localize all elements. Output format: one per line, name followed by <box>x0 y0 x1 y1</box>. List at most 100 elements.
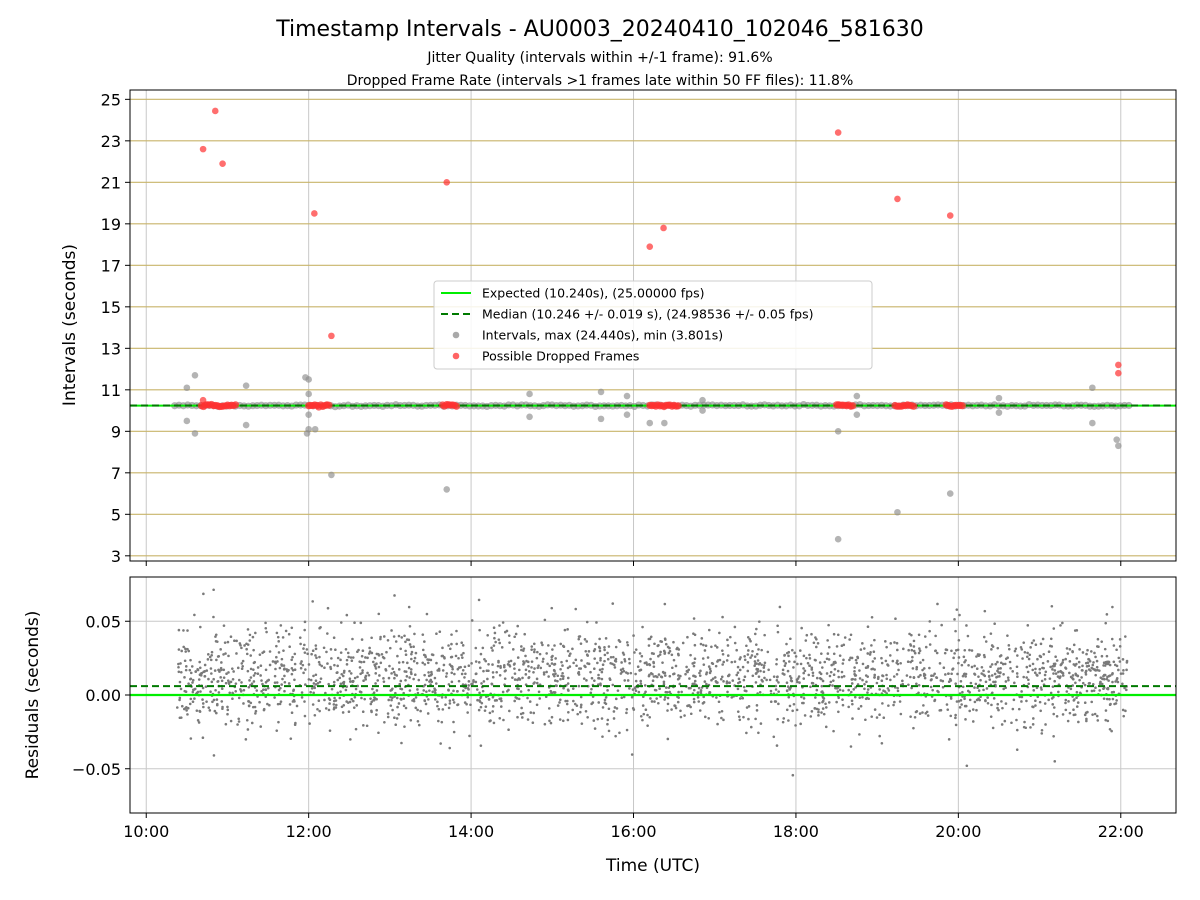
residual-point <box>963 660 966 664</box>
residual-point <box>474 672 478 676</box>
residual-point <box>1029 726 1032 729</box>
interval-point <box>1089 384 1096 392</box>
residual-point <box>316 707 319 711</box>
residual-point <box>918 649 922 653</box>
residual-point <box>789 679 793 682</box>
residual-point <box>1093 712 1097 716</box>
residual-point <box>461 644 465 647</box>
residual-point <box>360 660 363 664</box>
residual-point <box>611 683 615 687</box>
residual-point <box>507 709 511 713</box>
residual-point <box>526 660 530 664</box>
residual-point <box>450 633 453 636</box>
residual-point <box>553 674 556 678</box>
residual-point <box>858 733 861 736</box>
residual-point <box>283 689 286 693</box>
residual-point <box>1052 735 1055 738</box>
residual-point <box>1061 621 1064 625</box>
residual-point <box>499 705 503 708</box>
residual-point <box>885 673 888 677</box>
residual-point <box>245 652 249 656</box>
residual-point <box>479 696 482 700</box>
residual-point <box>423 699 427 703</box>
residual-point <box>912 645 916 648</box>
residual-point <box>226 705 229 709</box>
residual-point <box>483 709 487 712</box>
residual-point <box>983 655 986 659</box>
residual-point <box>224 652 227 655</box>
residual-point <box>781 672 785 675</box>
residual-point <box>444 675 448 678</box>
residual-point <box>279 624 283 627</box>
residual-point <box>1115 664 1119 668</box>
residual-point <box>1111 680 1114 684</box>
residual-point <box>692 688 696 692</box>
residual-point <box>917 675 920 679</box>
residual-point <box>693 657 697 660</box>
residual-point <box>840 675 844 679</box>
residual-point <box>373 696 376 699</box>
residual-point <box>282 664 286 667</box>
residual-point <box>478 691 481 695</box>
residual-point <box>847 705 850 709</box>
residual-point <box>425 612 429 616</box>
residual-point <box>735 673 739 677</box>
residual-point <box>643 684 647 687</box>
residual-point <box>342 671 346 674</box>
residual-point <box>1110 729 1113 733</box>
residual-point <box>593 679 596 682</box>
residual-point <box>488 711 492 715</box>
residual-point <box>460 641 464 644</box>
residual-point <box>826 652 830 655</box>
residual-point <box>404 649 407 653</box>
residual-point <box>242 702 245 705</box>
residual-point <box>423 663 427 666</box>
residual-point <box>854 658 858 662</box>
residual-point <box>746 669 750 673</box>
residual-point <box>593 657 596 660</box>
residual-point <box>645 663 649 666</box>
residual-point <box>813 707 817 710</box>
residual-point <box>808 657 812 660</box>
residual-point <box>585 620 589 624</box>
residual-point <box>457 679 461 683</box>
residual-point <box>1034 643 1038 646</box>
residual-point <box>684 672 687 676</box>
residual-point <box>441 646 444 650</box>
residual-point <box>867 697 870 701</box>
residual-point <box>483 657 486 661</box>
residual-point <box>864 697 868 701</box>
residual-point <box>387 676 391 680</box>
residual-point <box>1022 641 1026 644</box>
residual-point <box>186 629 189 632</box>
residual-point <box>853 674 857 677</box>
residual-point <box>693 674 696 678</box>
residual-point <box>558 698 562 702</box>
residual-point <box>886 687 890 690</box>
residual-point <box>439 742 442 745</box>
residual-point <box>895 673 899 676</box>
residual-point <box>332 703 336 706</box>
residual-point <box>827 623 830 627</box>
residual-point <box>248 679 251 682</box>
residual-point <box>762 666 766 669</box>
residual-point <box>718 710 721 714</box>
residual-point <box>495 670 498 674</box>
residual-point <box>189 677 192 681</box>
residual-point <box>424 702 428 706</box>
residual-point <box>679 709 682 713</box>
residual-point <box>240 681 243 684</box>
residual-point <box>353 696 357 699</box>
residual-point <box>236 723 239 726</box>
residual-point <box>429 658 433 662</box>
residual-point <box>963 697 966 701</box>
residual-point <box>246 628 250 631</box>
residual-point <box>1071 684 1074 687</box>
residual-point <box>577 673 581 676</box>
residual-point <box>375 662 378 666</box>
residual-point <box>1122 669 1125 672</box>
residual-point <box>626 679 630 682</box>
residual-point <box>1048 677 1052 680</box>
residual-point <box>871 660 875 663</box>
residual-point <box>579 695 583 699</box>
